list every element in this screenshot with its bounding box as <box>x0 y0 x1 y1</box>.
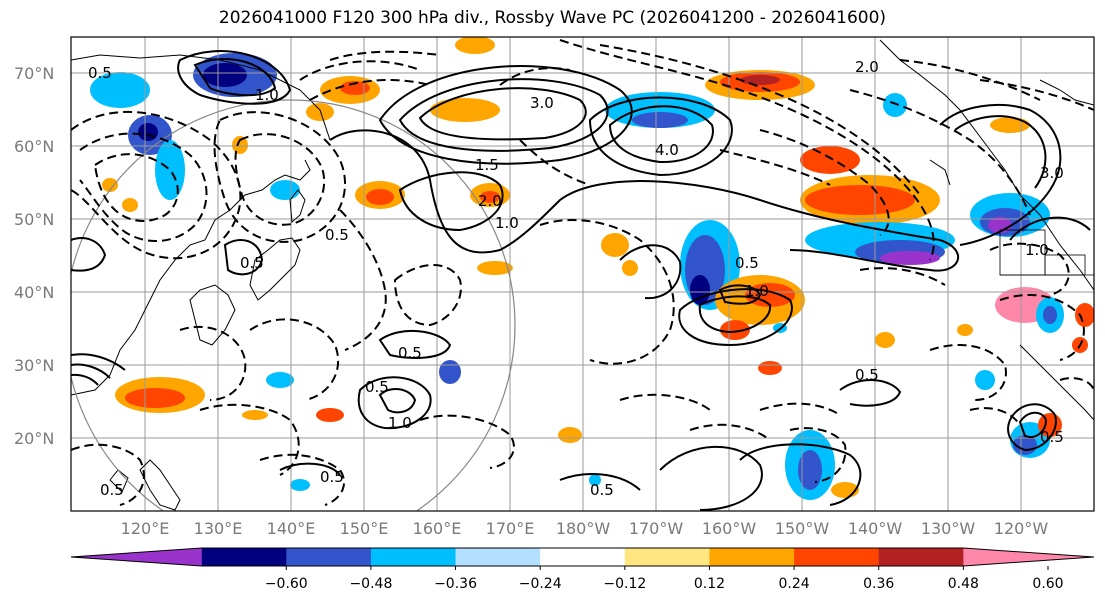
contour-label: 4.0 <box>655 141 679 159</box>
contour-labels: 0.5 1.0 1.5 2.0 3.0 4.0 0.5 1.0 0.5 0.5 … <box>88 58 1064 499</box>
lon-label: 150°W <box>775 519 830 538</box>
lon-label: 160°W <box>702 519 757 538</box>
lon-label: 170°E <box>486 519 535 538</box>
colorbar: −0.60 −0.48 −0.36 −0.24 −0.12 0.12 0.24 0.36 0.4… <box>70 547 1095 592</box>
lat-label-30n: 30°N <box>14 356 54 375</box>
contour-label: 1.0 <box>1025 241 1049 259</box>
contour-label: 1.0 <box>388 414 412 432</box>
colorbar-cell <box>709 548 795 566</box>
lon-label: 170°W <box>629 519 684 538</box>
contour-label: 2.0 <box>478 192 502 210</box>
colorbar-tick-label: 0.36 <box>863 576 894 592</box>
lon-label: 140°E <box>267 519 316 538</box>
colorbar-tick-label: −0.12 <box>603 576 646 592</box>
graticule <box>71 37 1094 511</box>
solid-contours <box>71 50 1091 511</box>
contour-label: 0.5 <box>100 481 124 499</box>
lon-label: 160°E <box>413 519 462 538</box>
political-borders <box>999 229 1094 276</box>
longitude-labels: 120°E 130°E 140°E 150°E 160°E 170°E 180°… <box>121 519 1049 538</box>
contour-label: 1.0 <box>745 282 769 300</box>
colorbar-cell <box>878 548 964 566</box>
colorbar-cell <box>794 548 880 566</box>
contour-label: 0.5 <box>320 468 344 486</box>
lat-label-70n: 70°N <box>14 64 54 83</box>
contour-label: 0.5 <box>735 254 759 272</box>
contour-label: 1.0 <box>255 86 279 104</box>
contour-label: 0.5 <box>365 378 389 396</box>
contour-label: 1.0 <box>495 214 519 232</box>
colorbar-cell <box>963 548 1094 566</box>
lon-label: 180°W <box>556 519 611 538</box>
contour-label: 0.5 <box>88 64 112 82</box>
lon-label: 120°W <box>994 519 1049 538</box>
contour-label: 3.0 <box>1040 164 1064 182</box>
colorbar-tick-label: −0.60 <box>265 576 308 592</box>
divergence-shading <box>90 37 1094 500</box>
contour-label: 2.0 <box>855 58 879 76</box>
colorbar-tick-label: 0.12 <box>694 576 725 592</box>
plot-frame <box>70 36 1095 512</box>
contour-label: 0.5 <box>240 254 264 272</box>
colorbar-tick-label: −0.36 <box>434 576 477 592</box>
contour-label: 3.0 <box>530 94 554 112</box>
lon-label: 120°E <box>121 519 170 538</box>
map-title: 2026041000 F120 300 hPa div., Rossby Wav… <box>218 8 887 28</box>
lat-label-50n: 50°N <box>14 210 54 229</box>
contour-label: 0.5 <box>325 226 349 244</box>
lon-label: 130°W <box>921 519 976 538</box>
colorbar-tick-label: −0.24 <box>519 576 562 592</box>
lon-label: 140°W <box>848 519 903 538</box>
latitude-labels: 70°N 60°N 50°N 40°N 30°N 20°N <box>14 64 54 448</box>
colorbar-cell <box>71 548 202 566</box>
lat-label-40n: 40°N <box>14 283 54 302</box>
rossby-wave-circle <box>71 99 516 511</box>
lon-label: 150°E <box>340 519 389 538</box>
lon-label: 130°E <box>194 519 243 538</box>
colorbar-outline <box>70 547 1095 567</box>
colorbar-cell <box>455 548 541 566</box>
colorbar-tick-label: 0.24 <box>779 576 810 592</box>
colorbar-cell <box>286 548 372 566</box>
colorbar-cell <box>540 548 626 566</box>
colorbar-cell <box>624 548 710 566</box>
lat-label-20n: 20°N <box>14 429 54 448</box>
contour-label: 0.5 <box>398 344 422 362</box>
contour-label: 0.5 <box>855 366 879 384</box>
lat-label-60n: 60°N <box>14 137 54 156</box>
contour-label: 0.5 <box>1040 428 1064 446</box>
contour-label: 1.5 <box>475 156 499 174</box>
coastlines <box>71 39 1094 511</box>
colorbar-tick-label: 0.48 <box>948 576 979 592</box>
colorbar-cell <box>370 548 457 566</box>
colorbar-cell <box>201 548 287 566</box>
colorbar-tick-label: −0.48 <box>349 576 392 592</box>
dashed-contours <box>71 39 1094 506</box>
contour-label: 0.5 <box>590 481 614 499</box>
colorbar-tick-label: 0.60 <box>1032 576 1063 592</box>
